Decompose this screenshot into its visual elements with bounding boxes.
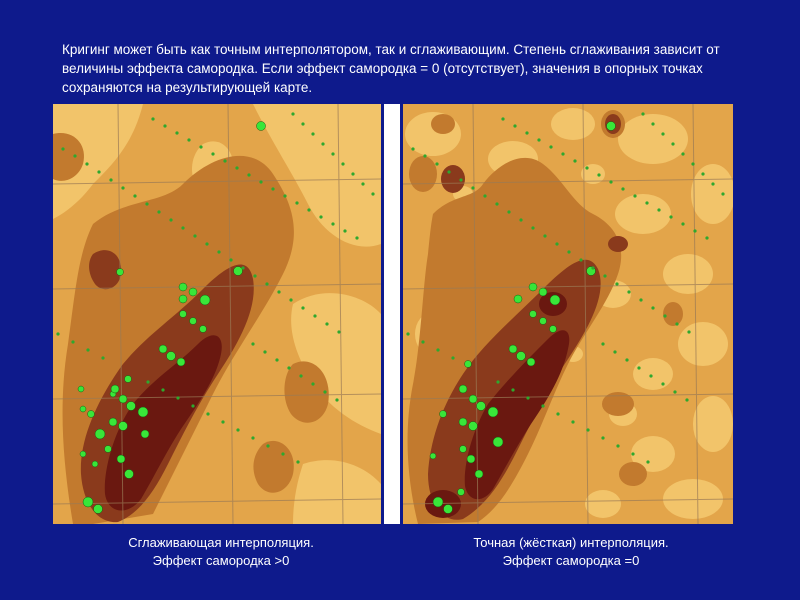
caption-smoothing-line1: Сглаживающая интерполяция. xyxy=(128,535,314,550)
caption-exact: Точная (жёсткая) интерполяция. Эффект са… xyxy=(406,534,736,570)
sample-point-rows xyxy=(56,112,375,464)
kriging-map-smooth xyxy=(53,104,381,524)
caption-exact-line2: Эффект самородка =0 xyxy=(502,553,640,568)
caption-smoothing-line2: Эффект самородка >0 xyxy=(152,553,290,568)
map-smoothing-interpolation xyxy=(53,104,381,524)
caption-exact-line1: Точная (жёсткая) интерполяция. xyxy=(473,535,669,550)
caption-smoothing: Сглаживающая интерполяция. Эффект саморо… xyxy=(56,534,386,570)
map-grid xyxy=(403,104,733,524)
map-grid xyxy=(53,104,381,524)
slide-text: Кригинг может быть как точным интерполят… xyxy=(62,42,720,95)
map-separator xyxy=(384,104,400,524)
kriging-map-exact xyxy=(403,104,733,524)
map-exact-interpolation xyxy=(403,104,733,524)
peak-value-zones xyxy=(104,335,222,511)
sample-point-rows xyxy=(406,112,725,464)
sample-points xyxy=(77,121,266,514)
sample-points xyxy=(429,121,616,514)
